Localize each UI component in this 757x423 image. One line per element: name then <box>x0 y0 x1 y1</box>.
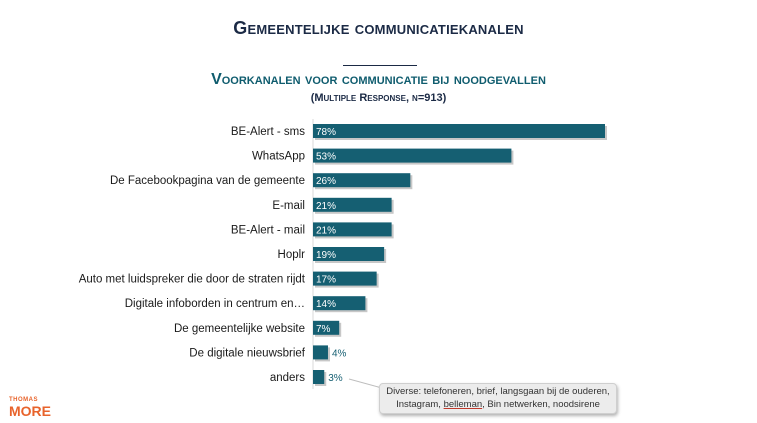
category-label: WhatsApp <box>252 151 305 163</box>
data-label: 21% <box>316 225 336 236</box>
bar <box>313 345 328 360</box>
callout-underlined-word: belleman <box>443 399 483 410</box>
title-divider <box>343 65 417 66</box>
data-label: 21% <box>316 201 336 212</box>
category-label: Auto met luidspreker die door de straten… <box>79 274 306 286</box>
chart-note: (Multiple Response, n=913) <box>310 92 447 104</box>
bar <box>313 320 340 335</box>
bar <box>313 173 411 188</box>
data-label: 26% <box>316 176 336 187</box>
bar <box>313 271 377 286</box>
category-label: Digitale infoborden in centrum en… <box>125 298 305 310</box>
callout-line-1: Diverse: telefoneren, brief, langsgaan b… <box>386 386 610 397</box>
category-label: anders <box>270 372 305 384</box>
page-title: Gemeentelijke communicatiekanalen <box>233 18 524 38</box>
data-label: 4% <box>332 348 347 359</box>
category-label: De gemeentelijke website <box>174 323 305 335</box>
bar <box>313 148 512 163</box>
category-label: Hoplr <box>278 249 306 261</box>
data-label: 78% <box>316 127 336 138</box>
callout-line-2-pre: Instagram, <box>396 399 444 410</box>
data-label: 7% <box>316 324 331 335</box>
logo-line-2: MORE <box>9 403 51 419</box>
bar <box>313 247 385 261</box>
bar <box>313 296 366 311</box>
data-label: 3% <box>328 373 343 384</box>
bar <box>313 124 605 138</box>
callout-line-2-post: , Bin netwerken, noodsirene <box>482 399 600 410</box>
callout-leader-line <box>348 378 383 389</box>
chart-title: Voorkanalen voor communicatie bij noodge… <box>211 71 546 88</box>
category-label: De digitale nieuwsbrief <box>189 347 306 359</box>
other-answers-callout: Diverse: telefoneren, brief, langsgaan b… <box>379 383 617 414</box>
data-label: 14% <box>316 299 336 310</box>
category-label: BE-Alert - mail <box>231 224 305 236</box>
thomas-more-logo: THOMAS MORE <box>9 397 51 418</box>
category-label: De Facebookpagina van de gemeente <box>110 175 305 187</box>
data-label: 19% <box>316 250 336 261</box>
bar <box>313 370 325 384</box>
data-label: 17% <box>316 275 336 286</box>
bar <box>313 222 392 237</box>
bar <box>313 197 392 212</box>
category-label: BE-Alert - sms <box>231 126 305 138</box>
callout-line-2: Instagram, belleman, Bin netwerken, nood… <box>380 398 616 411</box>
category-label: E-mail <box>272 200 305 212</box>
logo-line-1: THOMAS <box>9 397 38 403</box>
data-label: 53% <box>316 152 336 163</box>
